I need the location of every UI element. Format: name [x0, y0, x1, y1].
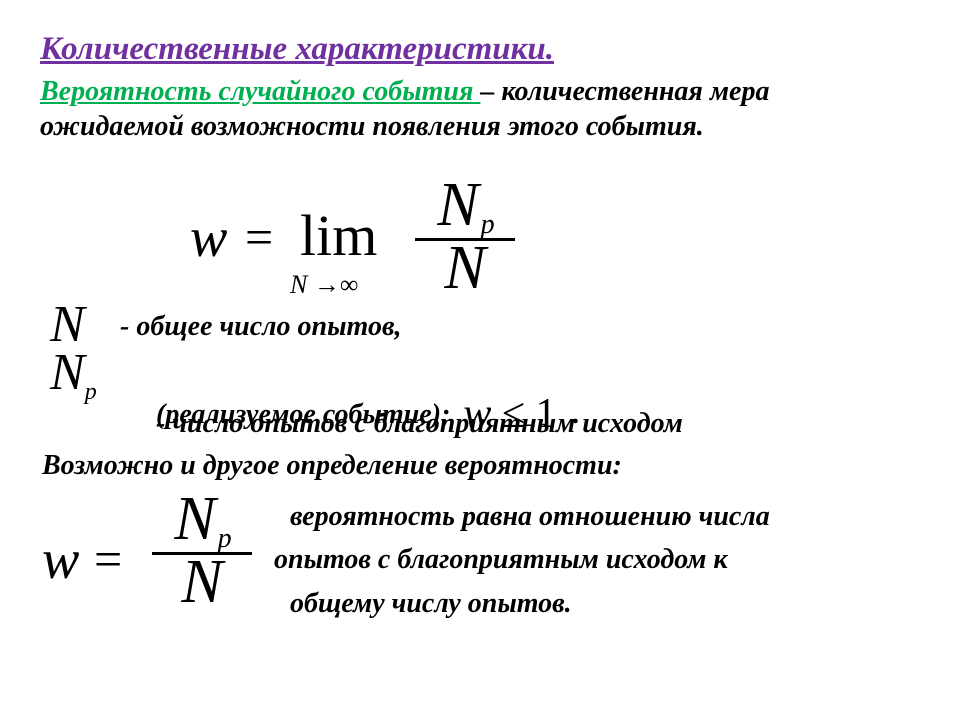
formula1-num-sub: p	[481, 209, 495, 240]
def2-text-l2: опытов с благоприятным исходом к	[260, 538, 940, 581]
def-realizable-line: (реализуемое событие); w ≤ 1 .	[156, 399, 960, 431]
formula1-fraction: Np N	[415, 178, 515, 298]
formula1-lim-sub-var: N	[290, 270, 307, 299]
formula2-eq: =	[94, 530, 122, 588]
def2-text-l1: вероятность равна отношению числа	[260, 495, 940, 538]
def-Np-symbol: Np	[50, 343, 97, 402]
formula-limit: w = lim N →∞ Np N	[190, 178, 770, 303]
formula1-numerator: Np	[415, 178, 515, 234]
wle1-dot: .	[573, 399, 580, 430]
formula1-lim-sub-inf: ∞	[340, 270, 359, 299]
inequality-wle1: w ≤ 1	[463, 391, 567, 437]
formula1-lim-sub-arrow: →	[314, 270, 340, 299]
formula2-num-base: N	[174, 485, 215, 553]
def-Np-sub: p	[85, 379, 97, 405]
def2-text-l3: общему числу опытов.	[260, 582, 940, 625]
def2-explanation: вероятность равна отношению числа опытов…	[260, 495, 940, 625]
formula1-num-base: N	[437, 171, 478, 239]
formula1-lhs: w	[190, 206, 227, 270]
def-Np-base: N	[50, 344, 85, 401]
formula2-lhs: w	[42, 528, 79, 592]
second-definition-block: Возможно и другое определение вероятност…	[42, 450, 932, 482]
formula2-fraction: Np N	[152, 492, 252, 612]
wle1-one: 1	[535, 391, 556, 437]
formula2-denominator: N	[152, 553, 252, 612]
def-N-text: - общее число опытов,	[120, 311, 401, 343]
slide-page: Количественные характеристики. Вероятнос…	[0, 0, 960, 720]
formula-ratio: w = Np N	[42, 490, 282, 630]
def-N-line: N - общее число опытов,	[50, 305, 920, 357]
formula2-num-sub: p	[218, 523, 232, 554]
definitions-block: N - общее число опытов, Np - число опыто…	[50, 305, 920, 405]
intro-paragraph: Вероятность случайного события – количес…	[40, 74, 920, 144]
formula2-numerator: Np	[152, 492, 252, 548]
formula1-lim: lim	[300, 202, 377, 269]
wle1-le: ≤	[502, 391, 525, 437]
formula1-eq: =	[245, 208, 273, 266]
subtitle-term: Вероятность случайного события	[40, 76, 480, 107]
formula1-lim-sub: N →∞	[290, 270, 358, 300]
formula1-denominator: N	[415, 239, 515, 298]
def-realizable-text: (реализуемое событие);	[156, 399, 450, 430]
wle1-w: w	[463, 391, 491, 437]
def2-intro: Возможно и другое определение вероятност…	[42, 450, 932, 482]
page-title: Количественные характеристики.	[40, 30, 920, 70]
